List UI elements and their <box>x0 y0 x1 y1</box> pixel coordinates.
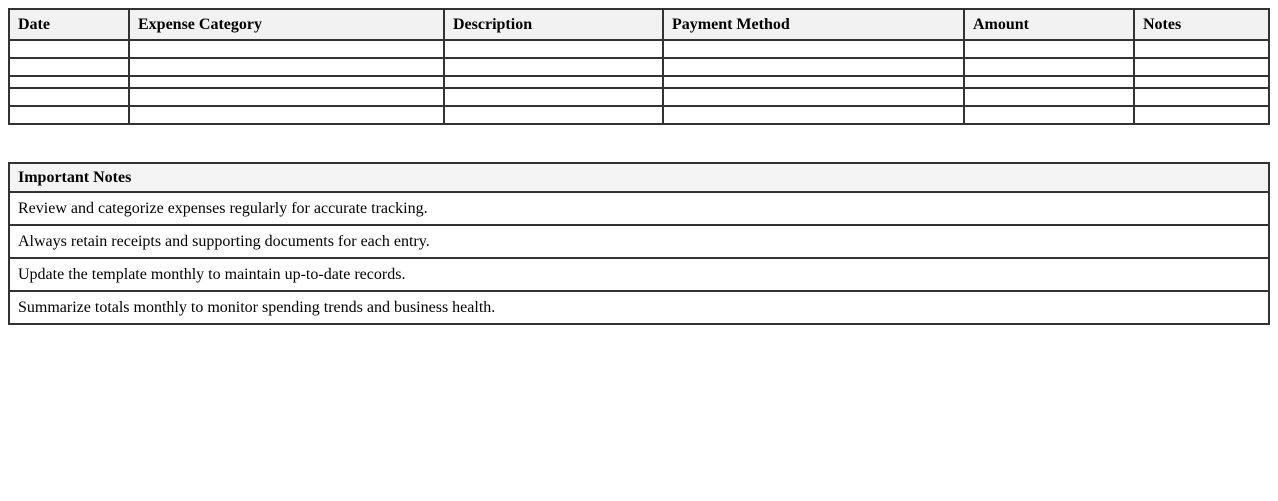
empty-cell-payment <box>662 105 965 125</box>
expense-table-body <box>8 39 1270 125</box>
note-text: Review and categorize expenses regularly… <box>8 191 1270 226</box>
empty-cell-date <box>8 105 130 125</box>
empty-cell-notes <box>1133 105 1270 125</box>
empty-cell-payment <box>662 57 965 77</box>
empty-cell-amount <box>963 105 1135 125</box>
note-text: Always retain receipts and supporting do… <box>8 224 1270 259</box>
empty-cell-category <box>128 87 445 107</box>
expense-row <box>8 39 1270 59</box>
empty-cell-category <box>128 57 445 77</box>
expense-row <box>8 105 1270 125</box>
note-row: Update the template monthly to maintain … <box>8 257 1270 292</box>
column-header-amount: Amount <box>963 8 1135 41</box>
note-row: Summarize totals monthly to monitor spen… <box>8 290 1270 325</box>
empty-cell-payment <box>662 75 965 89</box>
notes-title: Important Notes <box>8 162 1270 193</box>
empty-cell-date <box>8 39 130 59</box>
empty-cell-description <box>443 75 664 89</box>
empty-cell-payment <box>662 39 965 59</box>
empty-cell-date <box>8 57 130 77</box>
empty-cell-payment <box>662 87 965 107</box>
empty-cell-notes <box>1133 57 1270 77</box>
column-header-date: Date <box>8 8 130 41</box>
expense-table: Date Expense Category Description Paymen… <box>8 8 1270 125</box>
notes-header-row: Important Notes <box>8 162 1270 193</box>
expense-header-row: Date Expense Category Description Paymen… <box>8 8 1270 41</box>
empty-cell-category <box>128 39 445 59</box>
empty-cell-amount <box>963 75 1135 89</box>
expense-table-header: Date Expense Category Description Paymen… <box>8 8 1270 41</box>
empty-cell-description <box>443 87 664 107</box>
empty-cell-description <box>443 39 664 59</box>
note-text: Summarize totals monthly to monitor spen… <box>8 290 1270 325</box>
expense-row <box>8 75 1270 89</box>
expense-row <box>8 57 1270 77</box>
empty-cell-description <box>443 105 664 125</box>
notes-table-body: Review and categorize expenses regularly… <box>8 191 1270 325</box>
important-notes-table: Important Notes Review and categorize ex… <box>8 162 1270 325</box>
note-row: Always retain receipts and supporting do… <box>8 224 1270 259</box>
empty-cell-notes <box>1133 39 1270 59</box>
empty-cell-amount <box>963 39 1135 59</box>
empty-cell-date <box>8 75 130 89</box>
empty-cell-category <box>128 105 445 125</box>
empty-cell-date <box>8 87 130 107</box>
column-header-expense-category: Expense Category <box>128 8 445 41</box>
note-text: Update the template monthly to maintain … <box>8 257 1270 292</box>
empty-cell-notes <box>1133 75 1270 89</box>
notes-table-header: Important Notes <box>8 162 1270 193</box>
column-header-notes: Notes <box>1133 8 1270 41</box>
expense-row <box>8 87 1270 107</box>
note-row: Review and categorize expenses regularly… <box>8 191 1270 226</box>
column-header-description: Description <box>443 8 664 41</box>
empty-cell-amount <box>963 57 1135 77</box>
empty-cell-description <box>443 57 664 77</box>
empty-cell-notes <box>1133 87 1270 107</box>
empty-cell-category <box>128 75 445 89</box>
column-header-payment-method: Payment Method <box>662 8 965 41</box>
empty-cell-amount <box>963 87 1135 107</box>
